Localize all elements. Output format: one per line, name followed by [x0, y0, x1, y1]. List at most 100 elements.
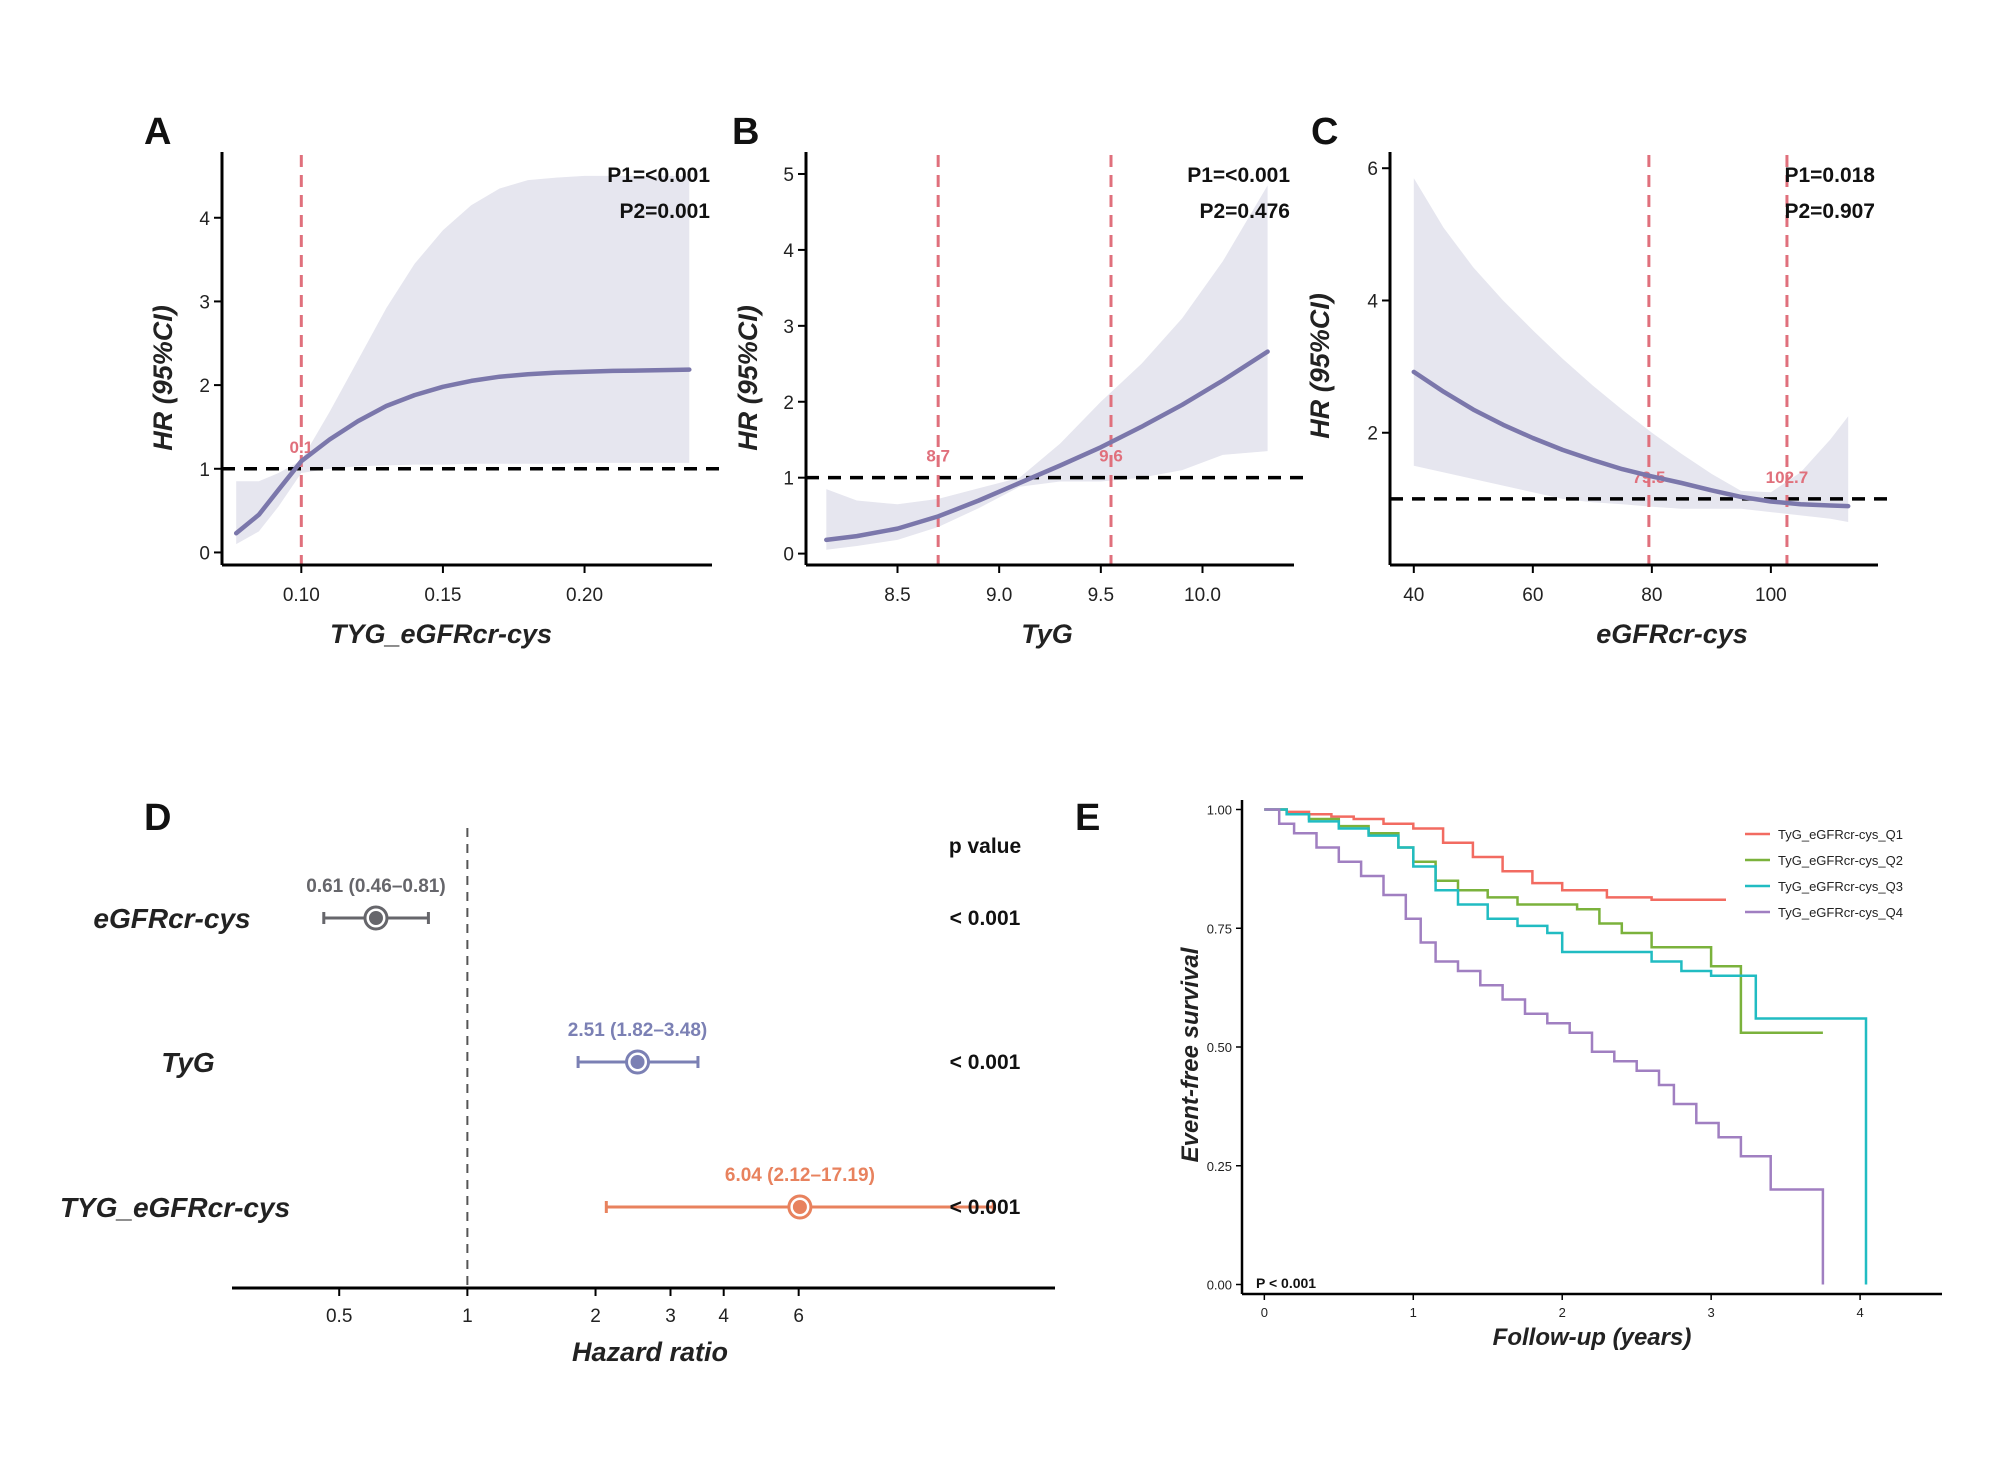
- panel-e-xtick-label: 1: [1410, 1305, 1417, 1320]
- panel-c-ci-band: [1413, 178, 1849, 522]
- panel-b-knot-lines: 8.7 9.6: [926, 155, 1123, 565]
- panel-e-xtick-label: 3: [1708, 1305, 1715, 1320]
- panel-e-xlabel: Follow-up (years): [1493, 1324, 1692, 1351]
- panel-a-ylabel: HR (95%CI): [148, 305, 178, 451]
- panel-c-spline-plot: C 79.5 102.7 2 4 6 40 60 80 100 P1=0.018 P2=0.9…: [1305, 111, 1892, 649]
- panel-d-xtick-label: 4: [718, 1306, 729, 1327]
- panel-a-knot-lines: 0.1: [289, 155, 313, 565]
- panel-d-hr-label: 2.51 (1.82–3.48): [568, 1020, 707, 1041]
- panel-c-hr-curve: [1411, 369, 1851, 509]
- panel-c-axes: 2 4 6 40 60 80 100: [1367, 152, 1878, 606]
- panel-e-km-plot: E 0.00 0.25 0.50 0.75 1.00 0 1 2 3 4 TyG_eGFRcr-c…: [1075, 797, 1942, 1351]
- panel-c-xlabel: eGFRcr-cys: [1596, 619, 1748, 649]
- panel-d-row-pvalue: < 0.001: [950, 1051, 1021, 1074]
- panel-c-ytick-label: 6: [1367, 159, 1378, 180]
- panel-c-xtick-label: 60: [1522, 585, 1543, 606]
- panel-c-xtick-label: 100: [1755, 585, 1787, 606]
- panel-e-ytick-label: 0.50: [1207, 1040, 1232, 1055]
- panel-e-p-text: P < 0.001: [1256, 1275, 1316, 1291]
- panel-b-letter: B: [732, 111, 759, 153]
- panel-e-ytick-label: 0.00: [1207, 1278, 1232, 1293]
- panel-d-xlabel: Hazard ratio: [572, 1337, 728, 1367]
- panel-a-p1: P1=<0.001: [607, 164, 710, 187]
- panel-a-xlabel: TYG_eGFRcr-cys: [330, 619, 552, 649]
- panel-b-hr-curve: [824, 349, 1270, 543]
- panel-d-point: [630, 1055, 645, 1069]
- panel-d-hr-label: 0.61 (0.46–0.81): [306, 876, 445, 897]
- panel-c-p1: P1=0.018: [1784, 164, 1875, 187]
- panel-a-ytick-label: 0: [199, 543, 210, 564]
- panel-b-knot-label: 8.7: [926, 447, 950, 466]
- panel-d-pvalue-header: p value: [949, 835, 1021, 858]
- panel-d-xtick-label: 0.5: [326, 1306, 352, 1327]
- panel-e-legend-label: TyG_eGFRcr-cys_Q3: [1778, 879, 1903, 894]
- panel-e-legend: TyG_eGFRcr-cys_Q1 TyG_eGFRcr-cys_Q2 TyG_eG…: [1745, 827, 1903, 920]
- panel-e-xtick-label: 4: [1856, 1305, 1863, 1320]
- panel-d-hr-label: 6.04 (2.12–17.19): [725, 1165, 875, 1186]
- panel-c-p2: P2=0.907: [1784, 200, 1875, 223]
- panel-b-xtick-label: 9.0: [986, 585, 1012, 606]
- panel-d-point: [368, 911, 383, 925]
- panel-b-xtick-label: 9.5: [1088, 585, 1114, 606]
- panel-d-forest-marks: 0.5 1 2 3 4 6 eGFRcr-cys 0.61 (0.46–0.81) < 0.00…: [60, 828, 1055, 1327]
- panel-e-legend-label: TyG_eGFRcr-cys_Q4: [1778, 905, 1903, 920]
- panel-d-row-pvalue: < 0.001: [950, 1196, 1021, 1219]
- panel-c-ytick-label: 2: [1367, 424, 1378, 445]
- panel-d-letter: D: [144, 797, 171, 839]
- panel-b-xtick-label: 10.0: [1184, 585, 1221, 606]
- panel-d-xtick-label: 3: [665, 1306, 676, 1327]
- panel-a-xtick-label: 0.20: [566, 585, 603, 606]
- panel-c-letter: C: [1311, 111, 1338, 153]
- panel-e-ylabel: Event-free survival: [1177, 946, 1204, 1162]
- panel-e-legend-label: TyG_eGFRcr-cys_Q1: [1778, 827, 1903, 842]
- panel-b-xtick-label: 8.5: [884, 585, 910, 606]
- panel-d-row-label: TyG: [161, 1047, 214, 1078]
- panel-a-ytick-label: 1: [199, 460, 210, 481]
- panel-a-spline-plot: A 0.1 0 1 2 3 4 0.10 0.15 0.20 P1=<0.001 P2=0.0…: [144, 111, 726, 649]
- panel-e-km-line-q1: [1264, 808, 1726, 902]
- panel-a-ytick-label: 3: [199, 292, 210, 313]
- panel-b-ytick-label: 5: [783, 165, 794, 186]
- panel-d-xtick-label: 1: [462, 1306, 473, 1327]
- panel-c-xtick-label: 40: [1403, 585, 1424, 606]
- panel-b-ytick-label: 3: [783, 317, 794, 338]
- panel-e-ytick-label: 1.00: [1207, 803, 1232, 818]
- panel-e-legend-label: TyG_eGFRcr-cys_Q2: [1778, 853, 1903, 868]
- panel-b-xlabel: TyG: [1021, 619, 1073, 649]
- panel-d-xtick-label: 6: [793, 1306, 804, 1327]
- panel-a-letter: A: [144, 111, 171, 153]
- panel-c-knot-lines: 79.5 102.7: [1632, 155, 1808, 565]
- panel-d-point: [792, 1200, 807, 1214]
- panel-c-hr-line: [1411, 369, 1851, 509]
- panel-a-p2: P2=0.001: [619, 200, 710, 223]
- panel-e-km-curves: [1264, 808, 1868, 1285]
- panel-a-ci-band: [236, 175, 690, 545]
- panel-a-hr-line: [233, 367, 692, 536]
- panel-a-ci-area: [236, 175, 690, 545]
- panel-e-xtick-label: 0: [1261, 1305, 1268, 1320]
- panel-d-forest-plot: D p value 0.5 1 2 3 4 6 eGFRcr-cys 0.61 (0.46–0…: [60, 797, 1055, 1367]
- panel-b-ytick-label: 4: [783, 241, 794, 262]
- panel-c-ci-area: [1413, 178, 1849, 522]
- panel-b-spline-plot: B 8.7 9.6 0 1 2 3 4 5 8.5 9.0 9.5 10.0 P1=<0.001 P…: [732, 111, 1308, 649]
- panel-a-ytick-label: 4: [199, 209, 210, 230]
- panel-e-letter: E: [1075, 797, 1100, 839]
- panel-c-ylabel: HR (95%CI): [1305, 293, 1335, 439]
- panel-b-ytick-label: 0: [783, 545, 794, 566]
- panel-b-ylabel: HR (95%CI): [733, 305, 763, 451]
- panel-b-ytick-label: 1: [783, 469, 794, 490]
- panel-b-ci-band: [826, 185, 1268, 550]
- panel-e-xtick-label: 2: [1559, 1305, 1566, 1320]
- panel-e-ytick-label: 0.75: [1207, 921, 1232, 936]
- panel-b-ytick-label: 2: [783, 393, 794, 414]
- panel-a-knot-label: 0.1: [289, 438, 313, 457]
- panel-a-hr-curve: [233, 367, 692, 536]
- panel-c-ytick-label: 4: [1367, 291, 1378, 312]
- panel-a-ytick-label: 2: [199, 376, 210, 397]
- panel-b-p2: P2=0.476: [1199, 200, 1290, 223]
- panel-b-axes: 0 1 2 3 4 5 8.5 9.0 9.5 10.0: [783, 152, 1294, 606]
- panel-d-xtick-label: 2: [590, 1306, 601, 1327]
- panel-a-xtick-label: 0.10: [283, 585, 320, 606]
- panel-d-row-label: TYG_eGFRcr-cys: [60, 1192, 290, 1223]
